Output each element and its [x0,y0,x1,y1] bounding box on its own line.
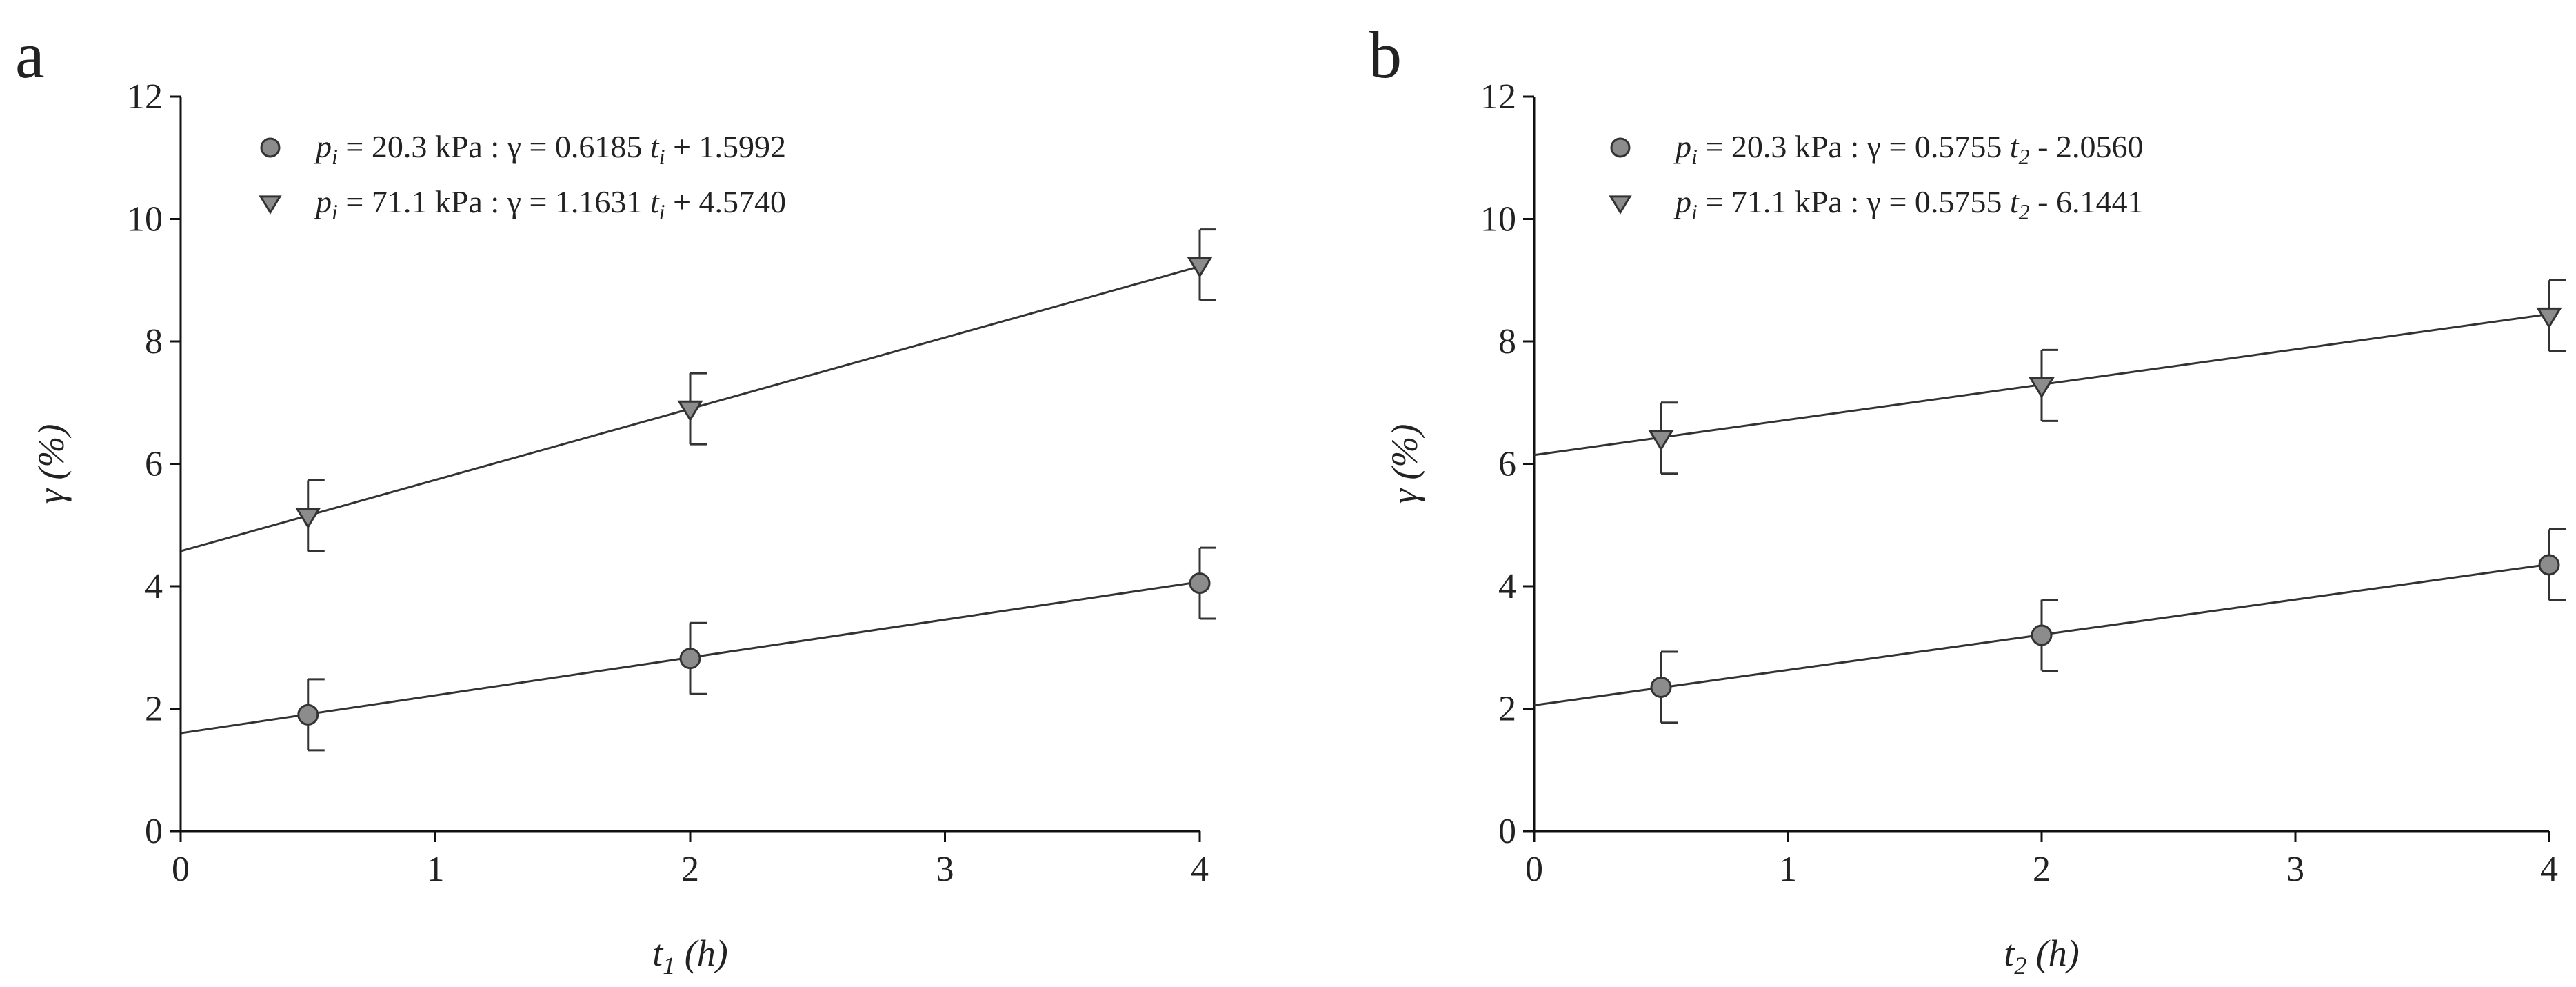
y-tick-label: 12 [127,77,163,117]
x-tick-label: 1 [427,850,445,889]
data-point [2029,377,2055,399]
y-tick-label: 8 [1498,322,1516,361]
x-tick-label: 4 [1191,850,1209,889]
data-point [1650,676,1672,698]
data-point [2538,554,2560,576]
legend-marker [259,195,282,215]
y-axis-title: γ (%) [30,424,72,504]
data-point [1189,572,1211,595]
y-tick-label: 0 [145,812,163,851]
data-point [2031,624,2053,646]
y-tick-label: 12 [1480,77,1516,117]
series-triangle: pi = 71.1 kPa : γ = 1.1631 ti + 4.5740 [180,184,1216,552]
legend-label: pi = 71.1 kPa : γ = 1.1631 ti + 4.5740 [314,184,786,224]
x-tick-label: 2 [2033,850,2051,889]
data-point [1648,430,1674,452]
y-tick-label: 6 [1498,445,1516,484]
data-point [297,704,319,726]
y-tick-label: 4 [145,567,163,606]
x-tick-label: 0 [1525,850,1543,889]
x-tick-label: 1 [1779,850,1797,889]
series-circle: pi = 20.3 kPa : γ = 0.5755 t2 - 2.0560 [1533,129,2566,724]
x-axis-title: t1 (h) [652,933,727,979]
panel-label: b [1369,18,1402,92]
y-tick-label: 6 [145,445,163,484]
x-tick-label: 4 [2540,850,2558,889]
legend-label: pi = 20.3 kPa : γ = 0.5755 t2 - 2.0560 [1673,129,2144,169]
x-tick-label: 0 [172,850,190,889]
x-tick-label: 2 [681,850,699,889]
y-tick-label: 2 [145,690,163,729]
y-tick-label: 8 [145,322,163,361]
data-point [679,648,701,670]
series-circle: pi = 20.3 kPa : γ = 0.6185 ti + 1.5992 [180,129,1216,752]
x-tick-label: 3 [2286,850,2304,889]
legend-marker [1609,195,1632,215]
data-point [2536,307,2562,329]
legend-marker [260,137,281,158]
y-tick-label: 2 [1498,690,1516,729]
series-triangle: pi = 71.1 kPa : γ = 0.5755 t2 - 6.1441 [1533,184,2566,475]
legend-label: pi = 71.1 kPa : γ = 0.5755 t2 - 6.1441 [1673,184,2144,224]
panel-label: a [15,18,45,92]
legend-marker [1610,137,1631,158]
data-point [295,508,321,529]
data-point [1187,257,1213,278]
y-tick-label: 0 [1498,812,1516,851]
y-tick-label: 4 [1498,567,1516,606]
data-point [677,400,703,422]
legend-label: pi = 20.3 kPa : γ = 0.6185 ti + 1.5992 [314,129,786,169]
y-tick-label: 10 [1480,200,1516,239]
x-tick-label: 3 [936,850,954,889]
y-tick-label: 10 [127,200,163,239]
x-axis-title: t2 (h) [2004,933,2079,979]
y-axis-title: γ (%) [1384,424,1425,504]
